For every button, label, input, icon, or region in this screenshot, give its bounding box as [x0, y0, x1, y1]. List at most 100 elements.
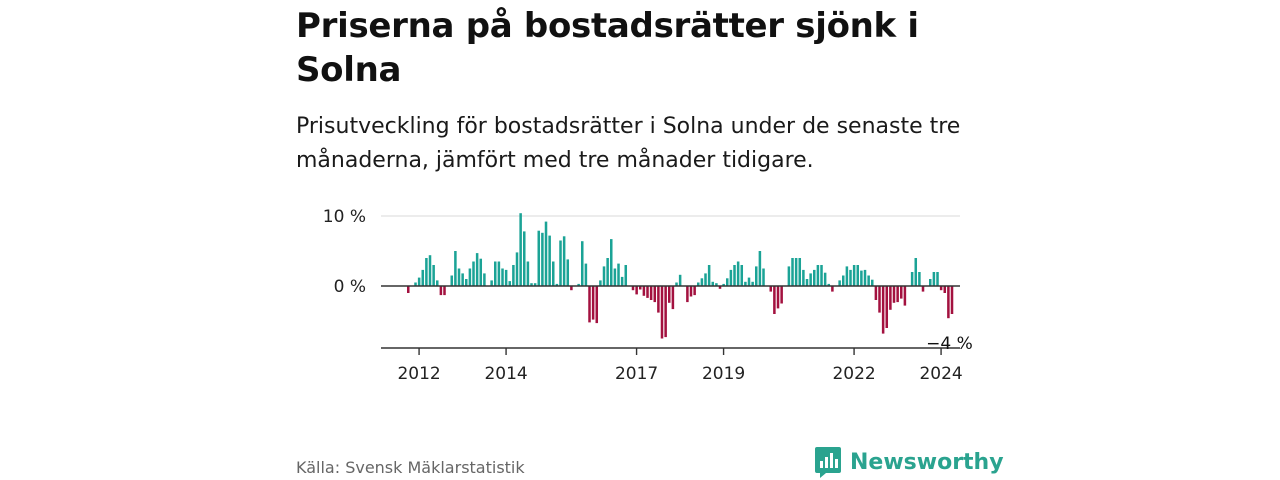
- bar: [729, 269, 733, 286]
- bar: [751, 281, 754, 286]
- y-tick-label: 10 %: [323, 207, 366, 227]
- bar: [831, 286, 834, 292]
- bar: [657, 286, 660, 313]
- bar: [461, 273, 464, 286]
- x-tick-label: 2012: [397, 364, 440, 384]
- bar: [896, 286, 899, 303]
- bar: [439, 286, 443, 296]
- bar: [809, 273, 812, 286]
- bar: [863, 269, 867, 286]
- bar: [508, 281, 512, 286]
- bar: [939, 286, 943, 291]
- bar: [562, 236, 566, 286]
- bar: [417, 277, 421, 286]
- bar: [602, 266, 606, 286]
- bar: [595, 286, 599, 324]
- bar: [856, 265, 860, 286]
- bar: [693, 286, 696, 296]
- bar: [823, 272, 827, 286]
- bar: [523, 231, 526, 286]
- bar: [494, 261, 497, 286]
- bar: [871, 279, 874, 286]
- bar: [577, 283, 580, 286]
- bar: [512, 265, 515, 286]
- bar: [838, 280, 841, 286]
- bar: [936, 272, 939, 286]
- newsworthy-logo-icon: [815, 447, 841, 478]
- bar: [780, 286, 783, 304]
- bar: [544, 221, 548, 286]
- bar: [776, 286, 780, 309]
- bar: [762, 268, 765, 286]
- bar: [787, 266, 791, 286]
- x-tick-label: 2019: [702, 364, 745, 384]
- bar: [860, 270, 863, 286]
- bar: [820, 265, 823, 286]
- bars: [407, 213, 954, 339]
- bar: [552, 261, 555, 286]
- bar: [624, 265, 628, 286]
- brand-logo[interactable]: Newsworthy: [814, 446, 1004, 478]
- bar: [497, 261, 501, 286]
- x-tick-label: 2014: [484, 364, 527, 384]
- bar: [747, 277, 751, 286]
- bar: [599, 280, 602, 286]
- bar: [425, 258, 428, 286]
- bar: [726, 278, 729, 286]
- x-tick-label: 2017: [615, 364, 658, 384]
- x-tick-label: 2024: [919, 364, 962, 384]
- bar: [943, 286, 947, 293]
- bar: [479, 258, 483, 286]
- bar: [421, 269, 425, 286]
- bar: [715, 283, 718, 286]
- bar: [947, 286, 950, 319]
- bar: [950, 286, 954, 314]
- bar: [733, 265, 736, 286]
- bar: [566, 259, 570, 286]
- bar: [900, 286, 903, 299]
- bar: [414, 282, 417, 286]
- bar: [613, 268, 617, 286]
- bar: [591, 286, 595, 320]
- bar: [588, 286, 591, 323]
- bar: [436, 280, 439, 286]
- chart-subtitle: Prisutveckling för bostadsrätter i Solna…: [296, 114, 961, 173]
- bar: [457, 268, 461, 286]
- bar: [755, 266, 758, 286]
- bar: [791, 258, 794, 286]
- last-value-label: −4 %: [926, 334, 973, 354]
- bar: [827, 283, 831, 286]
- bar: [921, 286, 925, 292]
- bar: [472, 261, 475, 286]
- bar: [744, 281, 747, 286]
- bar: [653, 286, 657, 303]
- bar: [443, 286, 446, 296]
- bar: [889, 286, 892, 310]
- bar: [878, 286, 881, 313]
- bar: [620, 276, 624, 286]
- bar: [769, 286, 773, 292]
- bar: [932, 272, 936, 286]
- bar: [570, 286, 573, 291]
- bar: [555, 283, 559, 286]
- bar: [617, 263, 620, 286]
- bar: [711, 281, 715, 286]
- bar: [581, 241, 584, 286]
- bar: [548, 235, 551, 286]
- bar: [428, 255, 432, 286]
- bar: [530, 283, 533, 286]
- bar: [584, 263, 588, 286]
- bar: [700, 278, 704, 286]
- bar: [722, 283, 725, 286]
- bar: [450, 275, 454, 286]
- bar: [773, 286, 776, 314]
- bar: [639, 286, 642, 290]
- bar: [407, 286, 410, 293]
- bar: [740, 265, 744, 286]
- bar: [867, 275, 870, 286]
- bar: [736, 261, 740, 286]
- bar: [631, 286, 635, 291]
- bar: [704, 273, 707, 286]
- bar: [707, 265, 711, 286]
- bar: [758, 251, 762, 286]
